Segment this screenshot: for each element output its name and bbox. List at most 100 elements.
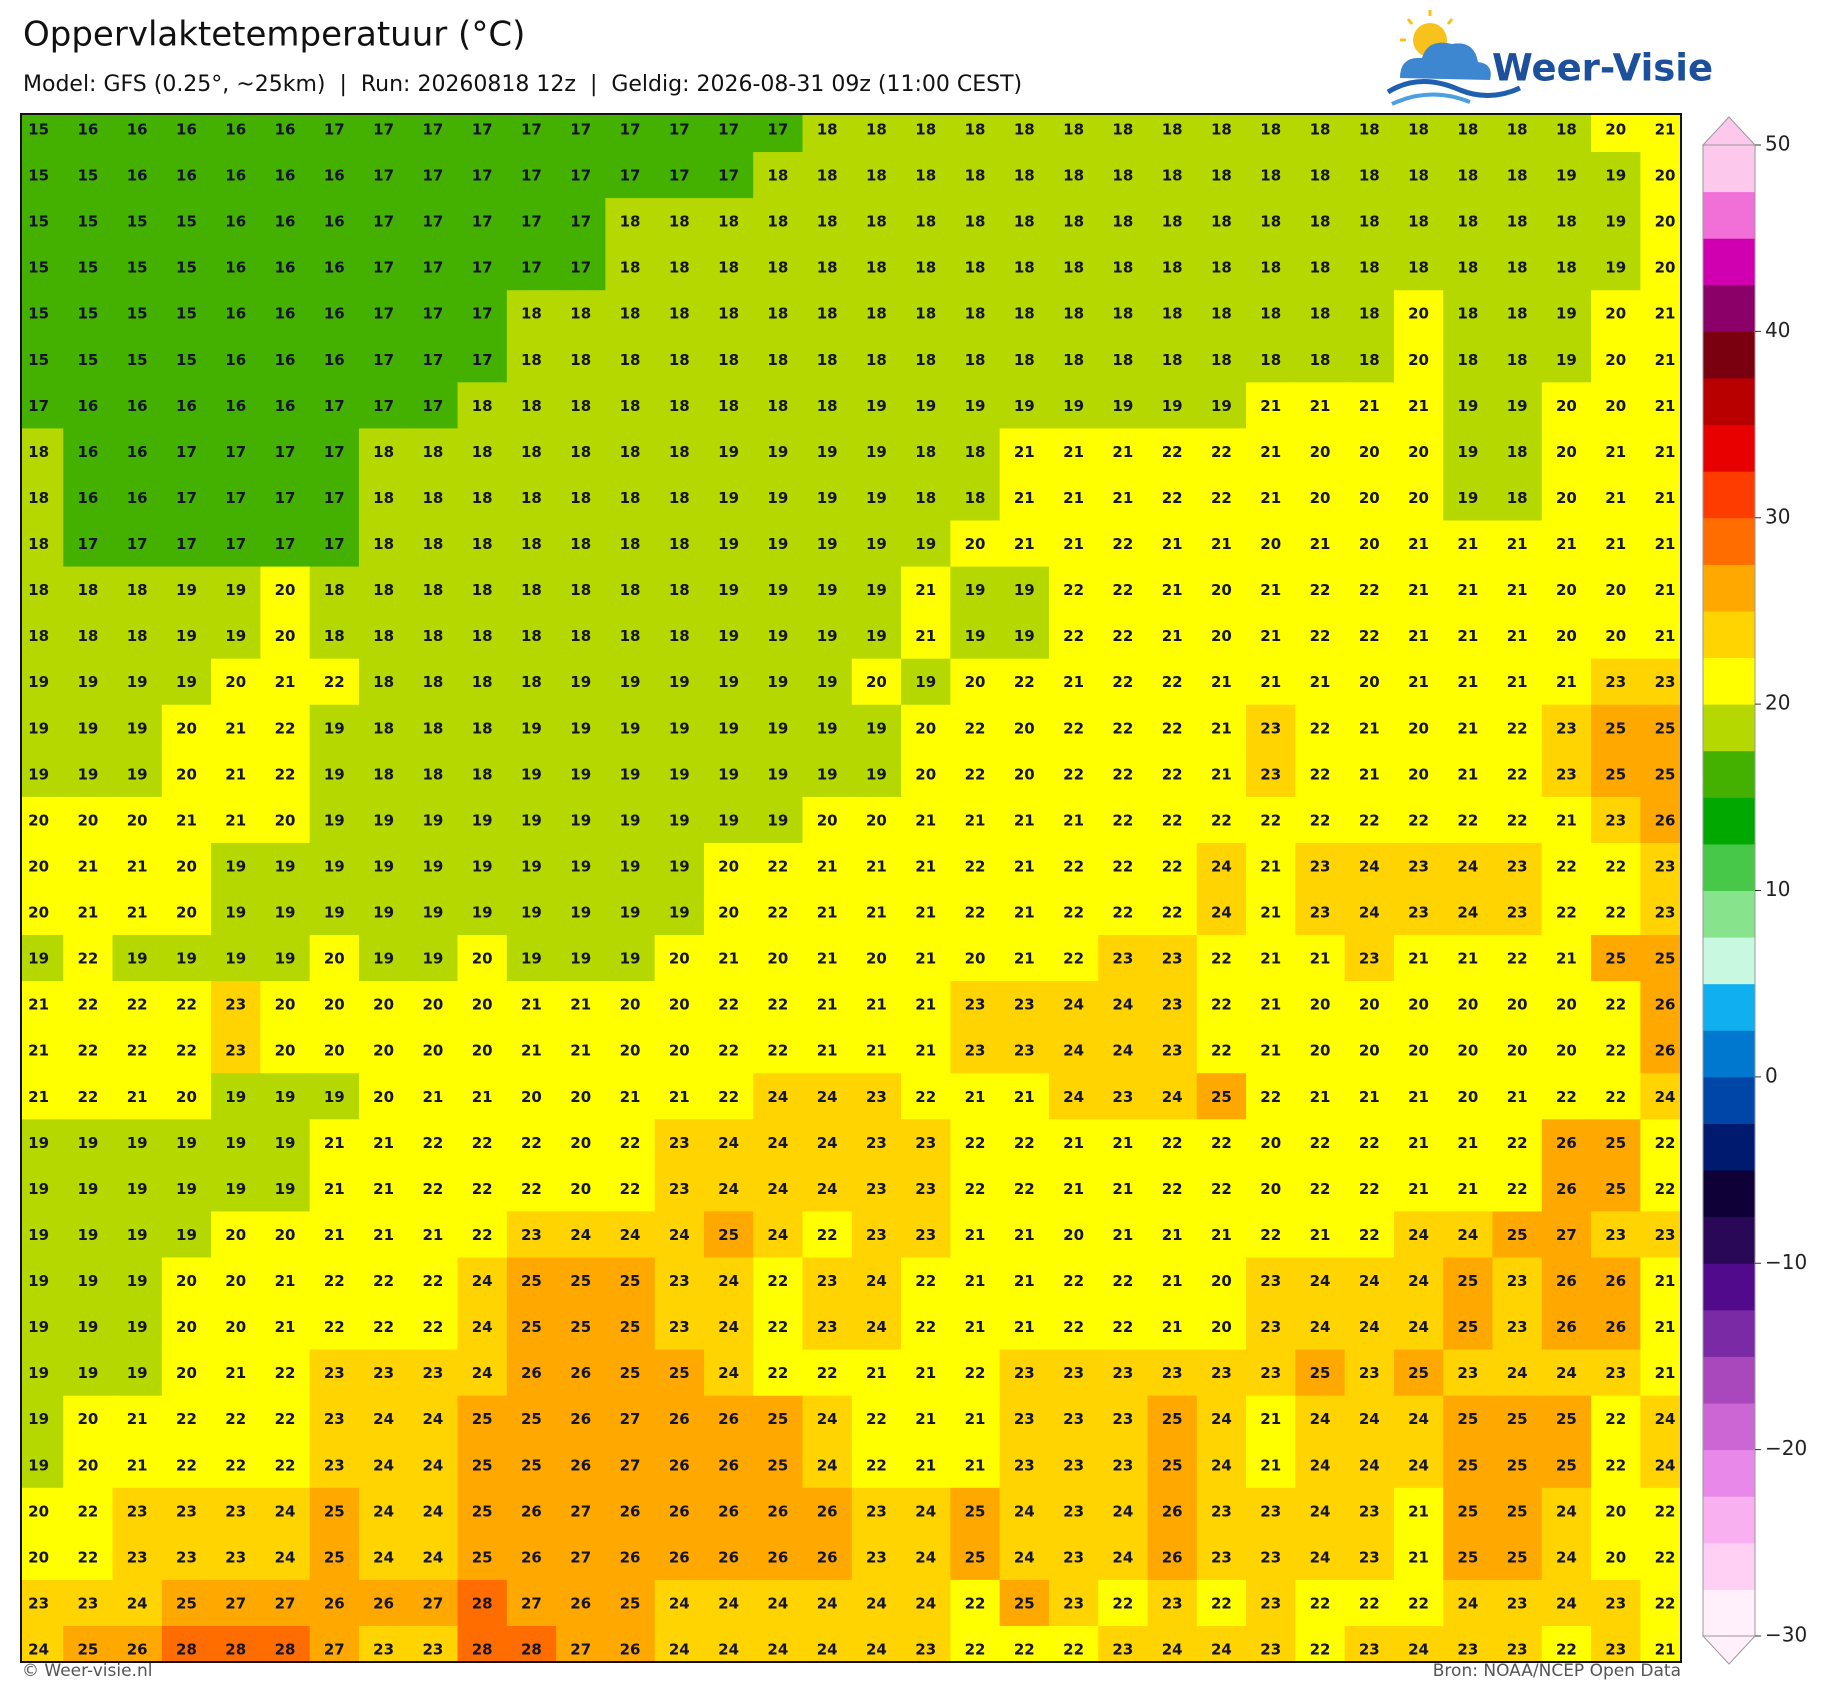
temperature-label: 22 (521, 1180, 542, 1198)
temperature-cell (1147, 658, 1198, 706)
temperature-label: 27 (570, 1641, 591, 1659)
temperature-label: 19 (866, 535, 887, 553)
temperature-label: 26 (1655, 996, 1676, 1014)
temperature-label: 25 (1655, 765, 1676, 783)
temperature-label: 21 (1457, 950, 1478, 968)
temperature-label: 19 (620, 904, 641, 922)
temperature-label: 18 (1211, 213, 1232, 231)
temperature-cell (506, 842, 557, 890)
temperature-cell (1098, 114, 1149, 153)
temperature-label: 23 (1260, 1364, 1281, 1382)
temperature-cell (161, 935, 212, 982)
temperature-cell (1098, 1119, 1149, 1166)
temperature-cell (506, 1395, 557, 1443)
temperature-cell (802, 981, 853, 1028)
temperature-label: 22 (1605, 857, 1626, 875)
temperature-cell (1246, 1487, 1296, 1535)
temperature-cell (802, 1027, 853, 1074)
temperature-cell (851, 1441, 902, 1489)
temperature-cell (556, 1349, 606, 1397)
temperature-cell (1196, 382, 1247, 429)
temperature-label: 25 (1457, 1272, 1478, 1290)
temperature-cell (408, 114, 459, 153)
temperature-cell (753, 1349, 804, 1397)
temperature-cell (211, 935, 261, 982)
temperature-cell (1541, 1303, 1592, 1351)
temperature-label: 18 (1507, 259, 1528, 277)
temperature-cell (999, 1533, 1050, 1581)
temperature-cell (802, 520, 853, 568)
temperature-cell (260, 520, 311, 568)
temperature-label: 19 (225, 627, 246, 645)
temperature-label: 23 (965, 996, 986, 1014)
temperature-cell (21, 336, 64, 383)
temperature-cell (901, 290, 951, 337)
temperature-label: 23 (1359, 1641, 1380, 1659)
temperature-cell (1443, 750, 1494, 798)
temperature-cell (457, 658, 508, 706)
temperature-cell (950, 1395, 1001, 1443)
temperature-label: 21 (1310, 535, 1331, 553)
temperature-label: 26 (718, 1502, 739, 1520)
temperature-cell (21, 1165, 64, 1213)
temperature-cell (1591, 290, 1641, 337)
temperature-cell (703, 796, 754, 844)
temperature-label: 20 (225, 1318, 246, 1336)
temperature-label: 26 (570, 1456, 591, 1474)
temperature-cell (703, 1579, 754, 1627)
temperature-label: 21 (817, 857, 838, 875)
temperature-cell (605, 198, 656, 245)
temperature-cell (260, 1395, 311, 1443)
temperature-label: 28 (275, 1641, 296, 1659)
temperature-label: 26 (1556, 1180, 1577, 1198)
temperature-cell (161, 1579, 212, 1627)
temperature-label: 24 (422, 1410, 443, 1428)
temperature-cell (21, 382, 64, 429)
temperature-label: 21 (127, 904, 148, 922)
temperature-cell (1344, 889, 1395, 936)
temperature-cell (260, 428, 311, 476)
temperature-label: 18 (669, 259, 690, 277)
temperature-label: 22 (1162, 443, 1183, 461)
temperature-label: 22 (422, 1272, 443, 1290)
temperature-cell (556, 1257, 606, 1305)
temperature-label: 17 (620, 167, 641, 185)
temperature-cell (1196, 1119, 1247, 1166)
temperature-cell (358, 750, 409, 798)
temperature-label: 19 (324, 765, 345, 783)
temperature-label: 22 (324, 1318, 345, 1336)
temperature-cell (260, 1349, 311, 1397)
temperature-cell (851, 1073, 902, 1120)
temperature-label: 26 (1162, 1502, 1183, 1520)
colorbar-band (1703, 331, 1755, 379)
temperature-cell (605, 796, 656, 844)
temperature-cell (112, 1165, 163, 1213)
temperature-cell (999, 1349, 1050, 1397)
temperature-cell (408, 889, 459, 936)
temperature-cell (1246, 981, 1296, 1028)
temperature-label: 25 (1457, 1548, 1478, 1566)
temperature-cell (1492, 566, 1543, 614)
temperature-label: 22 (1556, 904, 1577, 922)
temperature-cell (1640, 842, 1681, 890)
temperature-label: 19 (866, 397, 887, 415)
temperature-label: 16 (77, 489, 98, 507)
temperature-label: 17 (472, 213, 493, 231)
temperature-label: 17 (669, 121, 690, 139)
temperature-cell (1591, 1625, 1641, 1662)
temperature-cell (1098, 889, 1149, 936)
temperature-label: 17 (521, 167, 542, 185)
temperature-cell (211, 1027, 261, 1074)
temperature-cell (1541, 658, 1592, 706)
temperature-cell (506, 198, 557, 245)
colorbar-band (1703, 1542, 1755, 1590)
temperature-label: 20 (1260, 535, 1281, 553)
temperature-cell (753, 1027, 804, 1074)
temperature-label: 21 (324, 1134, 345, 1152)
map-field (21, 114, 1681, 1662)
temperature-label: 19 (1605, 213, 1626, 231)
temperature-label: 16 (77, 397, 98, 415)
temperature-cell (802, 152, 853, 199)
temperature-cell (1344, 428, 1395, 476)
temperature-cell (556, 290, 606, 337)
